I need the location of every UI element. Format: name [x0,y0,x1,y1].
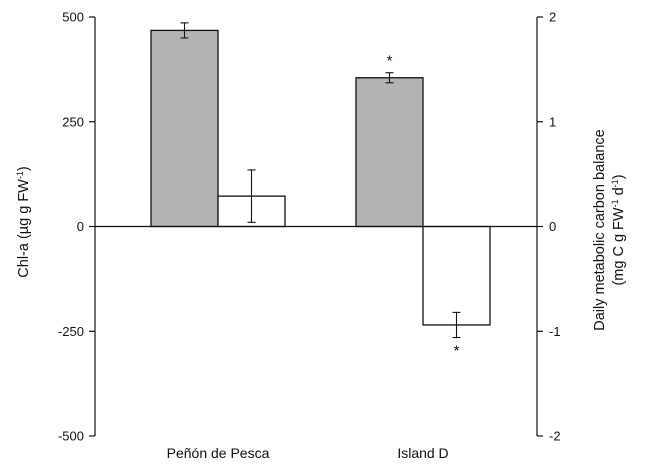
category-label: Peñón de Pesca [167,445,270,461]
right-axis-title-line2: (mg C g FW-1 d-1) [610,174,627,285]
left-tick-label: 250 [62,114,84,129]
left-tick-label: 500 [62,10,84,25]
right-tick-label: 1 [549,114,556,129]
left-tick-label: -500 [58,429,84,444]
right-tick-label: 2 [549,10,556,25]
right-tick-label: 0 [549,219,556,234]
axes-layer [89,16,543,437]
right-axis-title-line1: Daily metabolic carbon balance [592,129,608,331]
error-bar-chl-a-1 [385,72,394,84]
left-tick-label: 0 [77,219,84,234]
bars-layer [150,22,491,339]
category-label: Island D [397,445,448,461]
bar-carbon-balance-1 [422,225,491,326]
significance-marker: * [454,343,460,360]
labels-layer: * * 500 250 0 -250 -500 2 1 0 -1 -2 Peñón de Pesca Is… [58,10,561,462]
bar-chl-a-1 [355,77,424,228]
left-tick-label: -250 [58,324,84,339]
error-bar-carbon-balance-0 [247,169,256,223]
left-axis-title: Chl-a (µg g FW-1) [15,166,32,277]
bar-chl-a-0 [150,29,219,228]
error-bar-chl-a-0 [180,22,189,39]
significance-marker: * [387,53,393,70]
right-tick-label: -1 [549,324,561,339]
right-tick-label: -2 [549,429,561,444]
error-bar-carbon-balance-1 [452,311,461,339]
